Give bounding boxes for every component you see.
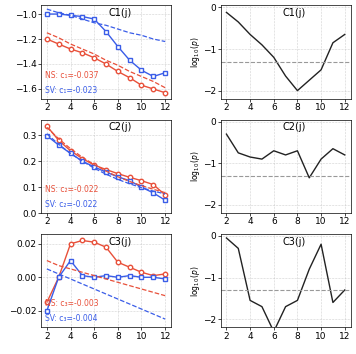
Text: NS: c₂=-0.022: NS: c₂=-0.022 xyxy=(45,185,98,194)
Text: C3(j): C3(j) xyxy=(283,236,306,247)
Text: SV: c₂=-0.022: SV: c₂=-0.022 xyxy=(45,200,97,209)
Text: C2(j): C2(j) xyxy=(283,122,307,132)
Text: C1(j): C1(j) xyxy=(109,8,132,18)
Y-axis label: $\log_{10}(p)$: $\log_{10}(p)$ xyxy=(189,150,202,182)
Text: NS: c₁=-0.037: NS: c₁=-0.037 xyxy=(45,71,98,80)
Text: C3(j): C3(j) xyxy=(109,236,132,247)
Y-axis label: $\log_{10}(p)$: $\log_{10}(p)$ xyxy=(189,36,202,68)
Text: NS: c₃=-0.003: NS: c₃=-0.003 xyxy=(45,299,99,308)
Y-axis label: $\log_{10}(p)$: $\log_{10}(p)$ xyxy=(189,264,202,297)
Text: SV: c₁=-0.023: SV: c₁=-0.023 xyxy=(45,86,97,95)
Text: C1(j): C1(j) xyxy=(283,8,306,18)
Text: SV: c₃=-0.004: SV: c₃=-0.004 xyxy=(45,314,97,323)
Text: C2(j): C2(j) xyxy=(109,122,132,132)
